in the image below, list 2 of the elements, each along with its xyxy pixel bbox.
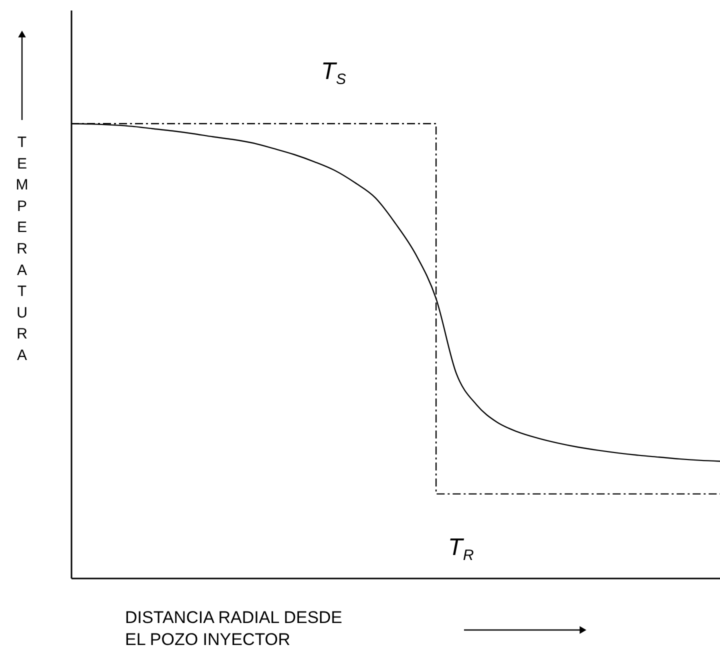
text: TEMPERATURA xyxy=(16,134,28,364)
x-axis-title: DISTANCIA RADIAL DESDE EL POZO INYECTOR xyxy=(125,608,342,649)
